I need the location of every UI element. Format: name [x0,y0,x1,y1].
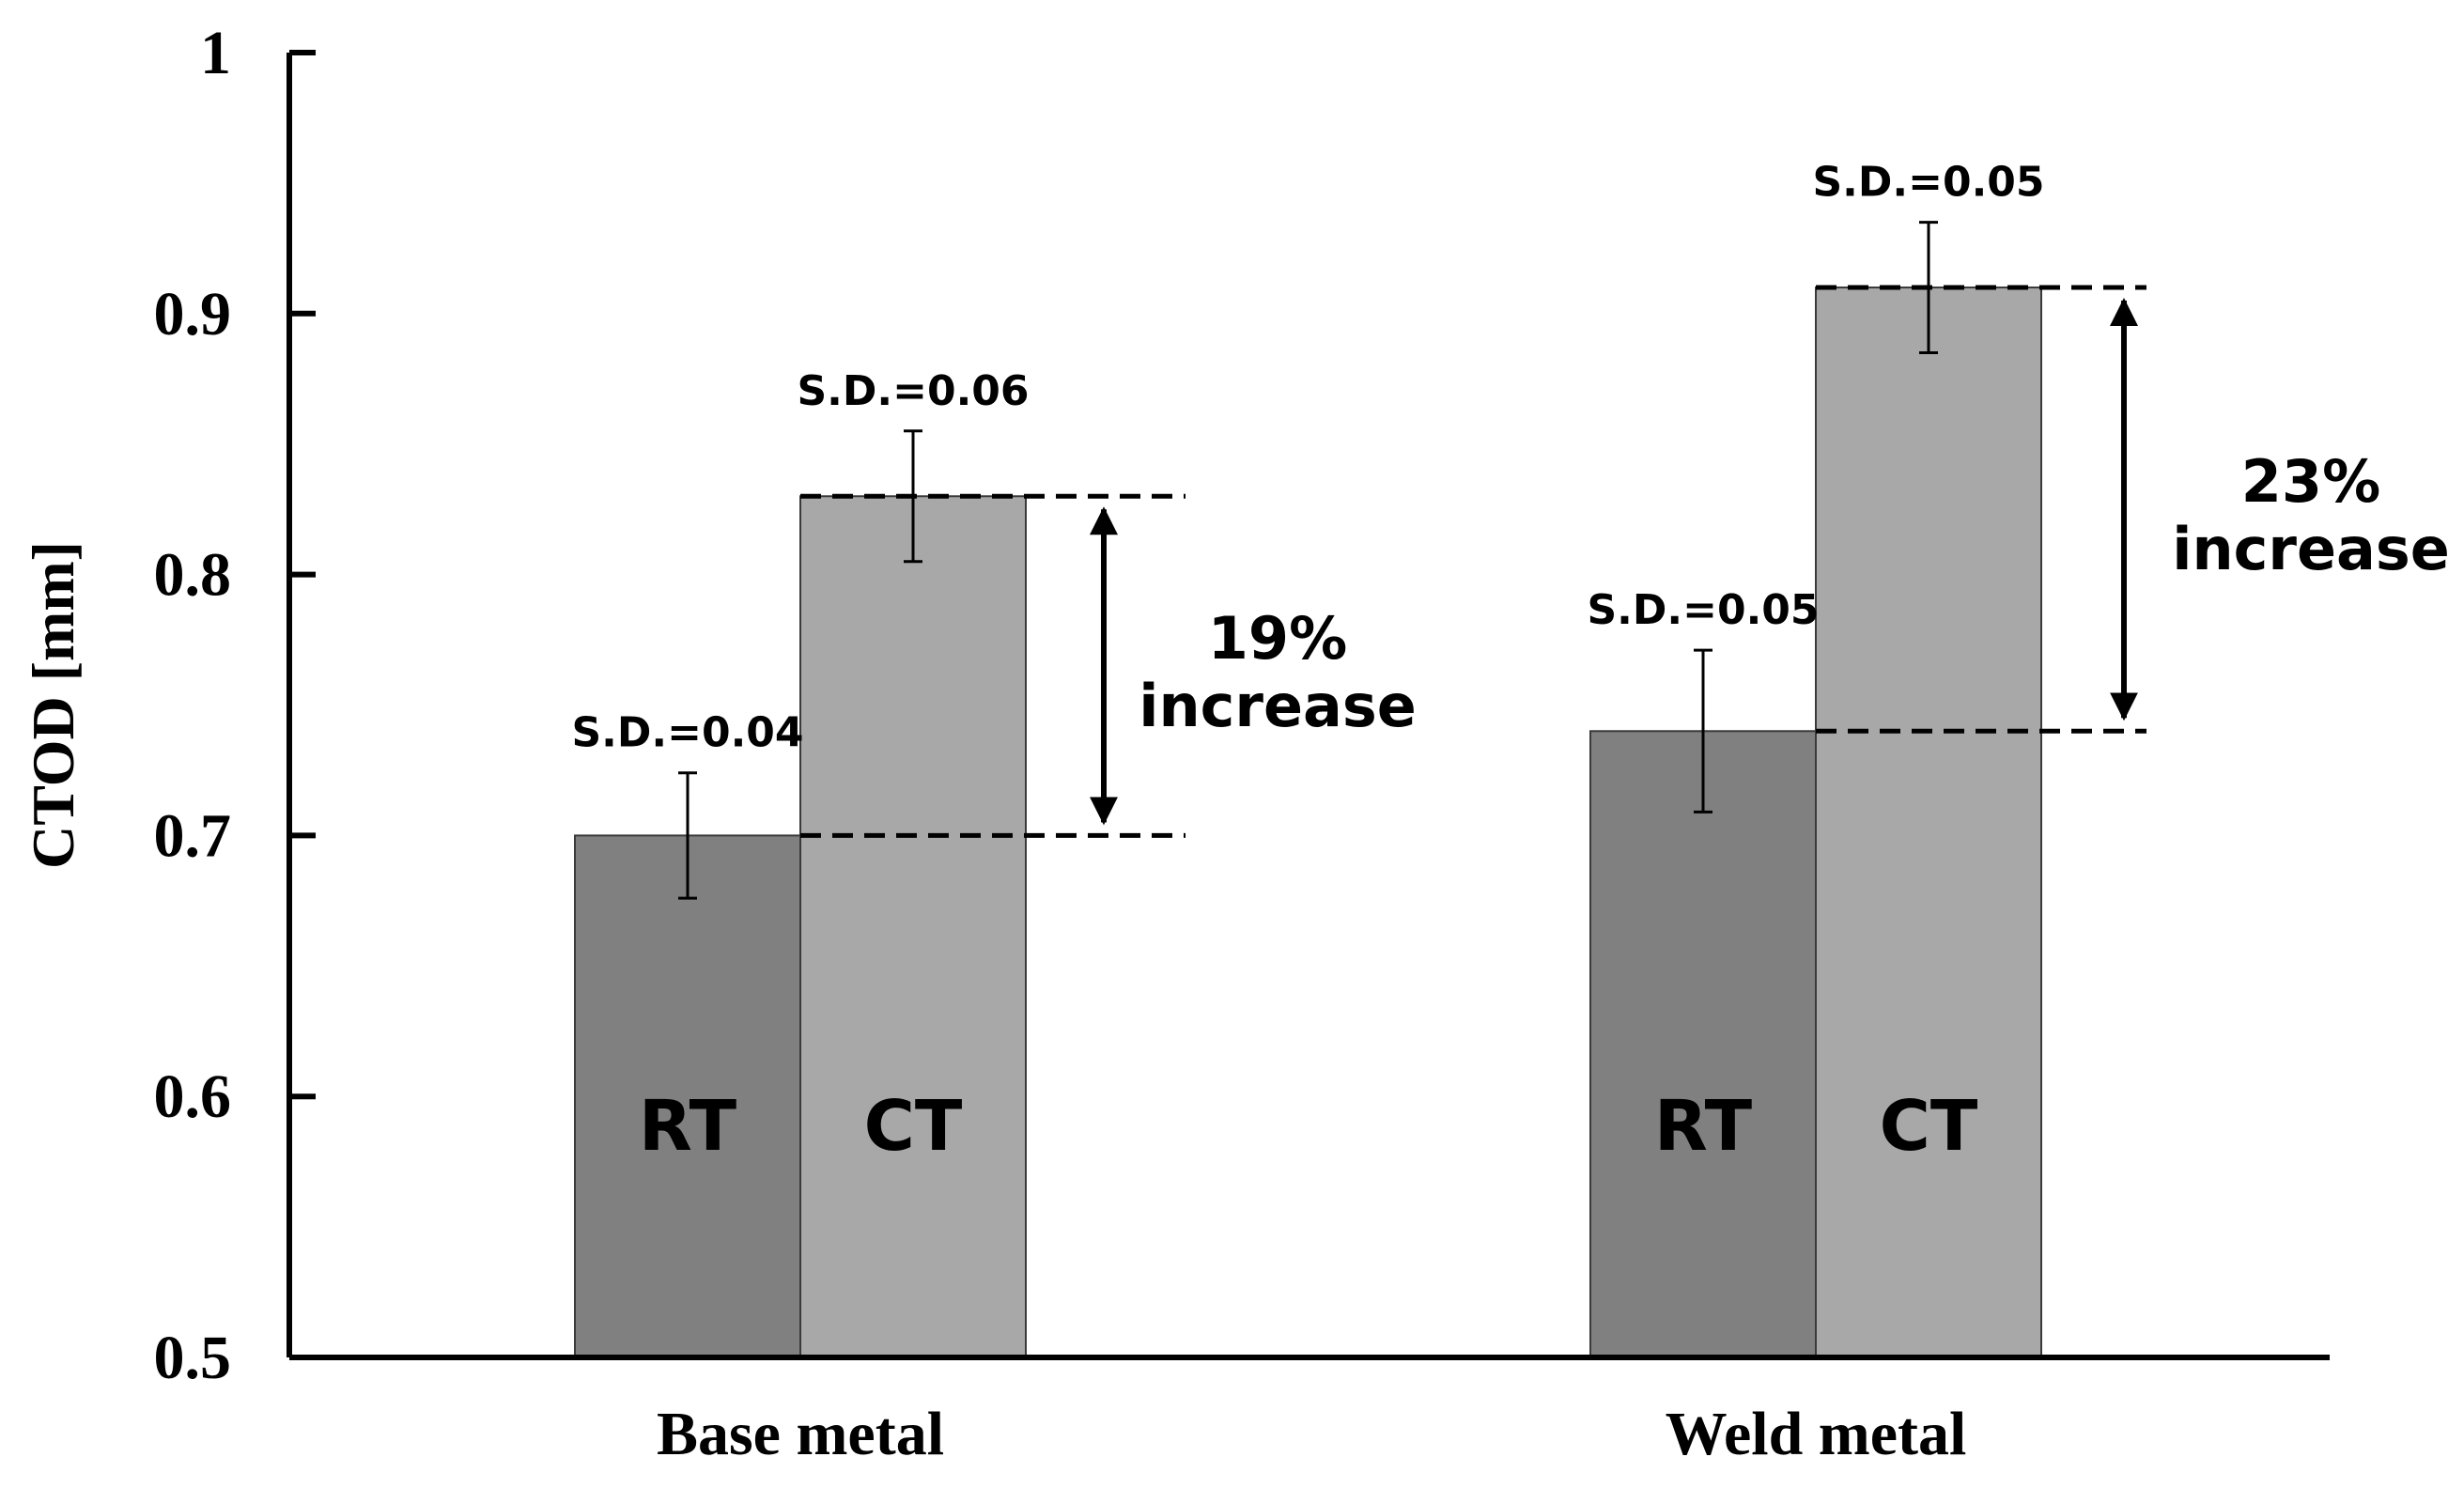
y-tick-label-4: 0.8 [154,541,232,610]
y-tick-label-2: 0.6 [154,1062,232,1131]
increase-word-2: increase [2172,515,2450,583]
y-tick-label-3: 0.7 [154,801,232,870]
sd-label-rt-1: S.D.=0.04 [571,709,803,757]
bar-rt-2 [1589,730,1817,1358]
category-label-1: Base metal [657,1400,944,1468]
y-tick-label-1: 0.5 [154,1324,232,1392]
y-axis-title: CTOD [mm] [20,541,86,869]
y-tick-label-5: 0.9 [154,280,232,349]
sd-label-rt-2: S.D.=0.05 [1587,586,1819,634]
bar-ct-2 [1815,287,2042,1358]
bar-ct-1 [799,495,1027,1358]
bar-label-ct-2: CT [1880,1086,1978,1167]
increase-percent-1: 19% [1208,604,1347,673]
y-tick-label-6: 1 [200,19,231,87]
bar-label-rt-1: RT [639,1086,737,1167]
category-label-2: Weld metal [1666,1400,1967,1468]
bar-label-ct-1: CT [864,1086,963,1167]
bar-rt-1 [574,834,801,1358]
bar-label-rt-2: RT [1654,1086,1753,1167]
sd-label-ct-1: S.D.=0.06 [797,367,1029,415]
sd-label-ct-2: S.D.=0.05 [1812,159,2044,207]
increase-word-1: increase [1139,672,1417,740]
increase-percent-2: 23% [2241,447,2380,516]
